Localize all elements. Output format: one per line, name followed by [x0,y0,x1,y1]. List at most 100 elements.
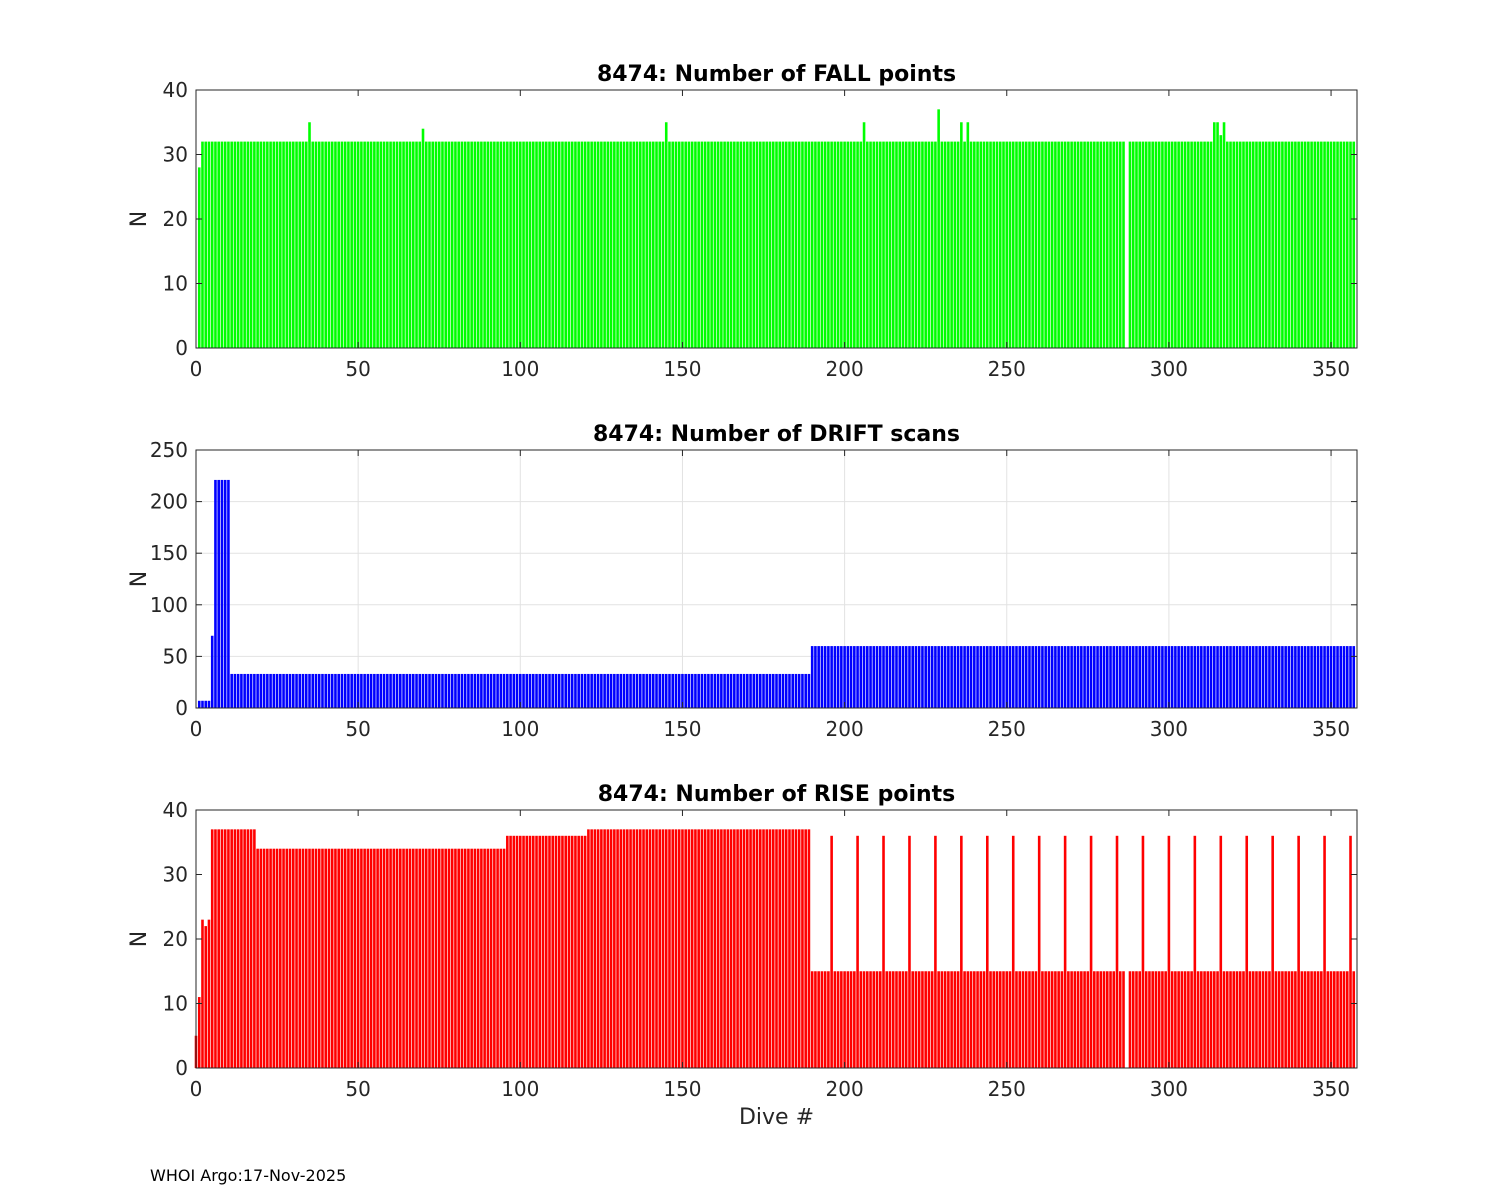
bar [418,673,422,708]
bar [875,646,879,708]
bar [220,479,224,708]
bar [791,673,795,708]
bar [314,848,318,1068]
bar [564,835,567,1068]
bar [960,646,963,708]
bar [486,848,490,1068]
bar [940,971,944,1068]
bar [804,829,807,1068]
bar [853,971,856,1068]
bar [583,835,587,1068]
bar [963,971,966,1068]
bar [470,141,473,348]
bar [1083,141,1086,348]
bar [382,848,386,1068]
bar [626,673,629,708]
bar [1333,141,1336,348]
bar [1080,971,1083,1068]
bar [814,646,817,708]
x-tick-label: 0 [190,357,203,381]
bar [366,673,370,708]
bar [538,141,542,348]
bar [966,646,970,708]
bar [768,141,772,348]
bar [1225,971,1229,1068]
bar [866,971,869,1068]
bar [1096,646,1099,708]
bar [330,141,334,348]
bar [801,829,804,1068]
bar [1122,141,1125,348]
bar [976,646,979,708]
bar [1339,971,1343,1068]
bar [1310,646,1313,708]
bar [434,141,438,348]
bar [758,141,762,348]
bar [353,848,357,1068]
bar [282,848,285,1068]
bar [723,829,726,1068]
bar [428,673,431,708]
bar [908,141,911,348]
bar [846,971,850,1068]
bar [279,848,282,1068]
bar [561,835,564,1068]
bar [632,829,636,1068]
bar [736,673,739,708]
bar [1342,141,1346,348]
bar [713,829,717,1068]
bar [311,673,315,708]
bar [758,829,762,1068]
x-tick-label: 350 [1312,357,1350,381]
bar [914,646,918,708]
bar [502,673,506,708]
bar [1222,122,1226,348]
bar [554,673,558,708]
bar [574,141,577,348]
bar [664,673,668,708]
bar [557,141,561,348]
bar [1268,646,1271,708]
bar [690,829,694,1068]
bar [515,673,519,708]
bar [810,141,814,348]
bar [366,141,370,348]
bar [596,673,600,708]
bar [567,673,571,708]
bar [1050,646,1054,708]
bar [207,141,211,348]
bar [973,646,976,708]
bar [953,646,957,708]
bar [486,673,490,708]
bar [1047,646,1051,708]
bar [998,646,1002,708]
bar [489,848,493,1068]
bar [1031,141,1034,348]
bar [266,141,269,348]
bar [499,141,503,348]
bar [1183,141,1187,348]
bar [827,646,830,708]
bar [775,829,778,1068]
bar [661,673,665,708]
bar [632,673,636,708]
bar [729,829,733,1068]
bar [262,141,266,348]
bar [1148,141,1151,348]
bar [891,141,895,348]
bar [726,673,730,708]
y-tick-label: 40 [163,798,188,822]
bar [1128,141,1132,348]
bar [1054,646,1057,708]
bar [710,673,713,708]
bar [249,141,253,348]
bar [1352,646,1356,708]
bar [204,141,208,348]
bar [431,673,435,708]
bar [1225,141,1229,348]
bar [1235,971,1239,1068]
bar [992,971,996,1068]
bar [1216,646,1219,708]
bar [635,141,639,348]
bar [340,673,344,708]
